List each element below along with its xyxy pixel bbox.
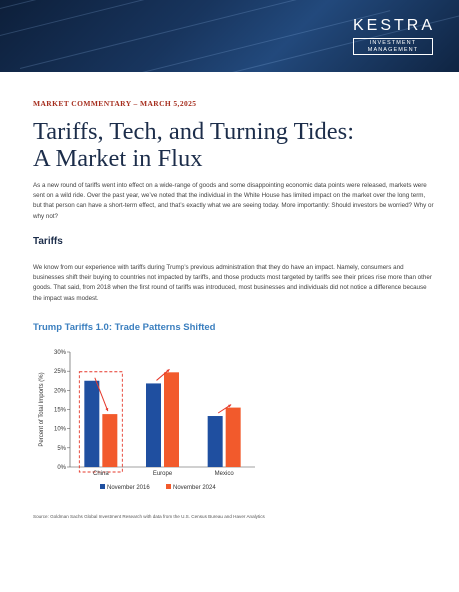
y-tick-label: 20% [54, 388, 67, 394]
article-title-line1: Tariffs, Tech, and Turning Tides: [33, 118, 355, 145]
kestra-logo: KESTRA INVESTMENT MANAGEMENT [353, 17, 433, 55]
bar-europe-nov-2024 [164, 372, 179, 467]
change-arrowhead-europe [166, 369, 170, 373]
y-tick-label: 30% [54, 350, 67, 356]
source-note: Source: Goldman Sachs Global Investment … [33, 514, 265, 519]
chart-title: Trump Tariffs 1.0: Trade Patterns Shifte… [33, 322, 216, 333]
article-title-line2: A Market in Flux [33, 145, 203, 172]
logo-subtitle: INVESTMENT MANAGEMENT [353, 38, 433, 55]
x-tick-label-europe: Europe [153, 471, 173, 477]
article-meta: MARKET COMMENTARY – MARCH 5,2025 [33, 99, 197, 108]
legend-swatch-nov-2016 [100, 484, 105, 489]
section-heading: Tariffs [33, 236, 63, 247]
y-tick-label: 25% [54, 369, 67, 375]
logo-wordmark: KESTRA [353, 17, 436, 34]
logo-subtitle-line2: MANAGEMENT [367, 46, 419, 53]
bar-china-nov-2016 [84, 380, 100, 467]
y-tick-label: 10% [54, 427, 67, 433]
bar-china-nov-2024 [102, 414, 118, 467]
bar-mexico-nov-2024 [225, 407, 241, 467]
tariff-bar-chart: 0% 5% 10% 15% 20% 25% 30% Percent of Total Impo… [39, 350, 255, 491]
x-tick-label-china: China [93, 471, 109, 477]
legend-label-nov-2016: November 2016 [107, 485, 150, 491]
intro-paragraph: As a new round of tariffs went into effe… [33, 182, 434, 220]
section-paragraph: We know from our experience with tariffs… [33, 264, 432, 302]
change-arrowhead-china [105, 407, 109, 412]
bar-europe-nov-2016 [146, 383, 161, 467]
bar-mexico-nov-2016 [207, 416, 223, 467]
change-arrow-europe [156, 368, 170, 381]
header-banner: KESTRA INVESTMENT MANAGEMENT [0, 0, 459, 72]
legend-swatch-nov-2024 [166, 484, 171, 489]
x-tick-label-mexico: Mexico [215, 471, 235, 477]
y-tick-label: 5% [57, 446, 66, 452]
highlight-box-china [78, 371, 123, 473]
y-tick-label: 15% [54, 408, 67, 414]
logo-subtitle-line1: INVESTMENT [369, 40, 417, 46]
legend-label-nov-2024: November 2024 [173, 485, 216, 491]
y-tick-label: 0% [57, 465, 66, 471]
article-title: Tariffs, Tech, and Turning Tides: A Mark… [33, 118, 433, 172]
change-arrowhead-mexico [227, 404, 232, 408]
change-arrow-china [94, 377, 109, 412]
y-axis-title: Percent of Total Imports (%) [39, 372, 45, 446]
